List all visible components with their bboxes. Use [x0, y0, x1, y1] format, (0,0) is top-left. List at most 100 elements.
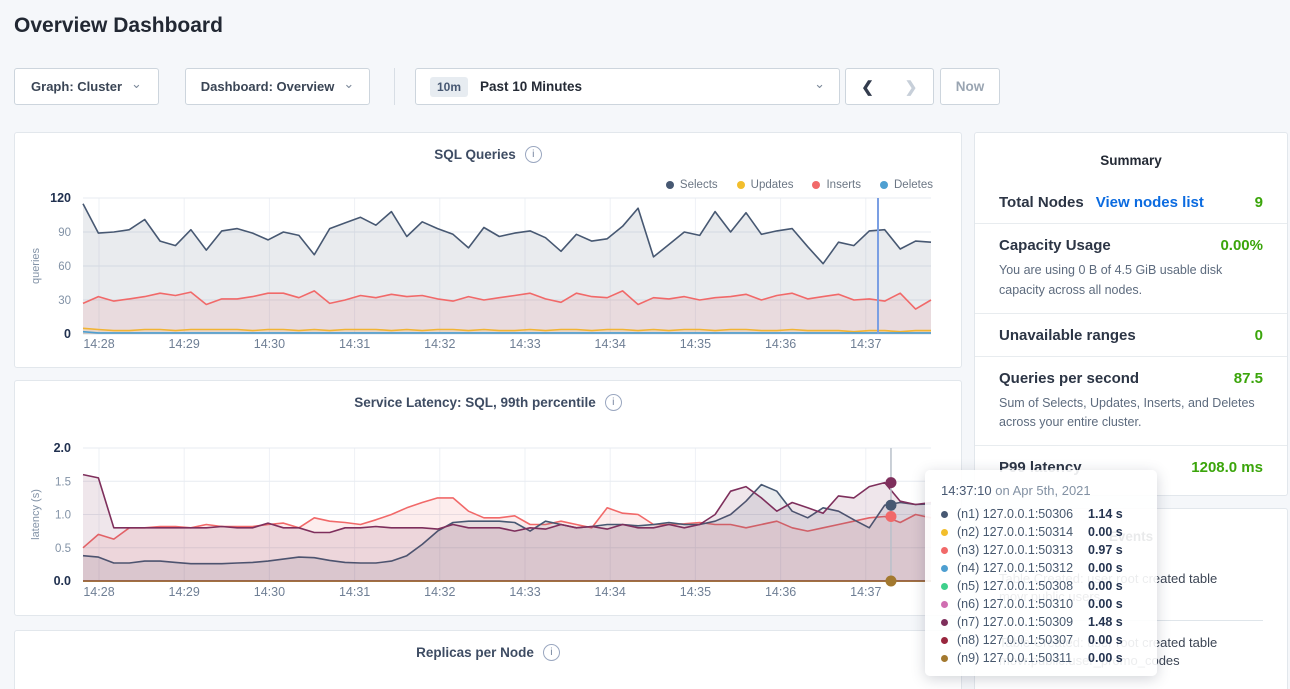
- tooltip-node-row: (n3) 127.0.0.1:50313 0.97 s: [941, 541, 1141, 559]
- graph-scope-label: Graph: Cluster: [31, 79, 123, 94]
- summary-row-value: 87.5: [1233, 369, 1263, 387]
- tooltip-node-address: (n9) 127.0.0.1:50311: [957, 651, 1073, 665]
- view-nodes-list-link[interactable]: View nodes list: [1095, 194, 1204, 211]
- tooltip-node-row: (n4) 127.0.0.1:50312 0.00 s: [941, 559, 1141, 577]
- tooltip-node-address: (n5) 127.0.0.1:50308: [957, 579, 1074, 593]
- tooltip-node-address: (n7) 127.0.0.1:50309: [957, 615, 1074, 629]
- now-button[interactable]: Now: [940, 68, 1000, 105]
- svg-text:14:33: 14:33: [509, 337, 540, 351]
- svg-text:14:30: 14:30: [254, 337, 285, 351]
- svg-text:14:35: 14:35: [680, 337, 711, 351]
- svg-text:14:29: 14:29: [169, 337, 200, 351]
- service-latency-chart-title: Service Latency: SQL, 99th percentile: [354, 395, 596, 410]
- time-range-picker[interactable]: 10m Past 10 Minutes ⌄: [415, 68, 840, 105]
- series-dot-icon: [941, 582, 948, 590]
- svg-text:14:36: 14:36: [765, 585, 796, 599]
- series-dot-icon: [941, 618, 948, 626]
- summary-row: Total Nodes View nodes list 9: [975, 181, 1287, 223]
- summary-row: Queries per second 87.5 Sum of Selects, Up…: [975, 355, 1287, 446]
- svg-text:14:32: 14:32: [424, 585, 455, 599]
- summary-row-label: Unavailable ranges: [999, 326, 1136, 344]
- time-range-label: Past 10 Minutes: [480, 79, 583, 94]
- tooltip-node-value: 0.00 s: [1088, 651, 1123, 665]
- svg-text:120: 120: [50, 191, 71, 205]
- summary-panel: Summary Total Nodes View nodes list 9 Capac…: [974, 132, 1288, 496]
- svg-text:0: 0: [64, 327, 71, 341]
- summary-row-label: Capacity Usage: [999, 237, 1111, 254]
- time-forward-button[interactable]: ❯: [889, 68, 934, 105]
- sql-queries-chart[interactable]: 14:28 14:29 14:30 14:31 14:32 14:33 14:34 14:35…: [15, 133, 961, 367]
- chevron-left-icon: ❮: [861, 78, 874, 96]
- svg-text:14:30: 14:30: [254, 585, 285, 599]
- service-latency-chart[interactable]: 14:28 14:29 14:30 14:31 14:32 14:33 14:34 14:35…: [15, 381, 961, 615]
- svg-text:latency (s): latency (s): [30, 489, 42, 540]
- svg-text:14:29: 14:29: [169, 585, 200, 599]
- replicas-chart-title: Replicas per Node: [416, 645, 534, 660]
- legend-dot-icon: [736, 181, 745, 189]
- svg-text:30: 30: [58, 295, 71, 307]
- chart-hover-tooltip: 14:37:10 on Apr 5th, 2021 (n1) 127.0.0.1…: [925, 470, 1157, 676]
- tooltip-node-value: 0.00 s: [1088, 579, 1123, 593]
- svg-text:0.5: 0.5: [55, 543, 71, 555]
- info-icon[interactable]: i: [604, 394, 622, 411]
- sql-queries-chart-title: SQL Queries: [434, 147, 516, 162]
- legend-item: Deletes: [880, 179, 933, 191]
- svg-text:14:28: 14:28: [83, 585, 114, 599]
- summary-row: Unavailable ranges 0: [975, 312, 1287, 356]
- info-icon[interactable]: i: [524, 146, 542, 163]
- summary-row-value: 0.00%: [1220, 237, 1263, 254]
- chevron-down-icon: ⌄: [343, 75, 355, 91]
- series-dot-icon: [941, 636, 948, 644]
- summary-row-subtext: Sum of Selects, Updates, Inserts, and De…: [999, 395, 1255, 430]
- svg-text:14:28: 14:28: [83, 337, 114, 351]
- svg-text:60: 60: [58, 261, 71, 273]
- tooltip-node-address: (n1) 127.0.0.1:50306: [957, 507, 1074, 521]
- tooltip-node-row: (n1) 127.0.0.1:50306 1.14 s: [941, 505, 1141, 523]
- page-title: Overview Dashboard: [14, 14, 223, 37]
- svg-text:0.0: 0.0: [54, 574, 71, 588]
- legend-label: Selects: [679, 179, 718, 191]
- series-dot-icon: [941, 510, 948, 518]
- svg-text:14:36: 14:36: [765, 337, 796, 351]
- svg-text:14:37: 14:37: [850, 337, 881, 351]
- service-latency-card: Service Latency: SQL, 99th percentile i …: [14, 380, 962, 616]
- time-back-button[interactable]: ❮: [845, 68, 890, 105]
- svg-text:14:34: 14:34: [595, 585, 626, 599]
- svg-text:14:33: 14:33: [509, 585, 540, 599]
- svg-text:1.0: 1.0: [55, 510, 71, 522]
- series-dot-icon: [941, 600, 948, 608]
- svg-text:1.5: 1.5: [55, 476, 71, 488]
- svg-text:queries: queries: [30, 247, 42, 284]
- replicas-per-node-card: Replicas per Node i: [14, 630, 962, 689]
- tooltip-node-value: 0.00 s: [1088, 561, 1123, 575]
- summary-row-subtext: You are using 0 B of 4.5 GiB usable disk…: [999, 263, 1223, 297]
- series-dot-icon: [941, 546, 948, 554]
- chevron-down-icon: ⌄: [131, 75, 142, 91]
- tooltip-node-value: 0.97 s: [1088, 543, 1123, 557]
- legend-dot-icon: [665, 181, 674, 189]
- tooltip-node-address: (n8) 127.0.0.1:50307: [957, 633, 1074, 647]
- legend-item: Updates: [736, 179, 793, 191]
- toolbar-divider: [394, 68, 395, 105]
- svg-text:90: 90: [58, 227, 71, 239]
- info-icon[interactable]: i: [542, 644, 560, 661]
- tooltip-node-value: 0.00 s: [1088, 525, 1123, 539]
- svg-text:14:31: 14:31: [339, 337, 370, 351]
- tooltip-node-row: (n7) 127.0.0.1:50309 1.48 s: [941, 613, 1141, 631]
- chevron-down-icon: ⌄: [814, 75, 825, 91]
- graph-scope-dropdown[interactable]: Graph: Cluster ⌄: [14, 68, 159, 105]
- tooltip-node-value: 1.14 s: [1088, 507, 1123, 521]
- tooltip-node-address: (n6) 127.0.0.1:50310: [957, 597, 1074, 611]
- tooltip-node-row: (n6) 127.0.0.1:50310 0.00 s: [941, 595, 1141, 613]
- svg-text:14:35: 14:35: [680, 585, 711, 599]
- dashboard-dropdown[interactable]: Dashboard: Overview ⌄: [185, 68, 370, 105]
- legend-label: Inserts: [826, 179, 861, 191]
- tooltip-node-value: 1.48 s: [1088, 615, 1123, 629]
- tooltip-node-row: (n9) 127.0.0.1:50311 0.00 s: [941, 649, 1141, 667]
- summary-row-value: 9: [1254, 194, 1263, 211]
- chevron-right-icon: ❯: [904, 78, 918, 96]
- tooltip-node-address: (n2) 127.0.0.1:50314: [957, 525, 1074, 539]
- sql-queries-legend: Selects Updates Inserts Deletes: [665, 179, 933, 191]
- summary-title: Summary: [1100, 153, 1162, 168]
